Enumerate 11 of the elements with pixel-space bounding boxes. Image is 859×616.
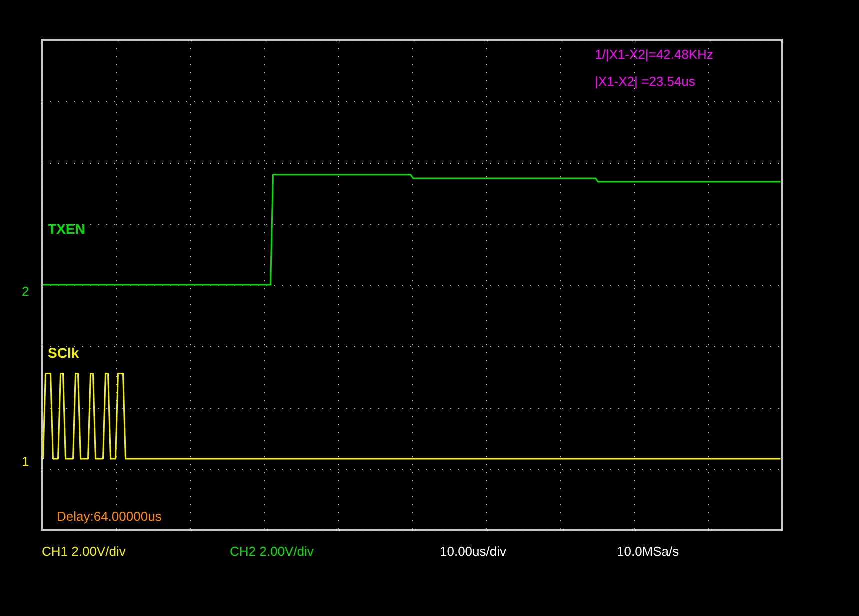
text: 10.00us/div bbox=[440, 544, 507, 559]
text: 1 bbox=[22, 454, 30, 469]
text: 10.0MSa/s bbox=[617, 544, 680, 559]
text: TXEN bbox=[48, 221, 86, 237]
text: CH1 2.00V/div bbox=[42, 544, 126, 559]
text: 1/|X1-X2|=42.48KHz bbox=[595, 47, 714, 62]
annotation: Delay:64.00000us bbox=[57, 509, 162, 524]
text: CH2 2.00V/div bbox=[230, 544, 314, 559]
series-label: SClk bbox=[48, 344, 80, 361]
text: |X1-X2| =23.54us bbox=[595, 74, 696, 89]
text: 2 bbox=[22, 284, 30, 299]
